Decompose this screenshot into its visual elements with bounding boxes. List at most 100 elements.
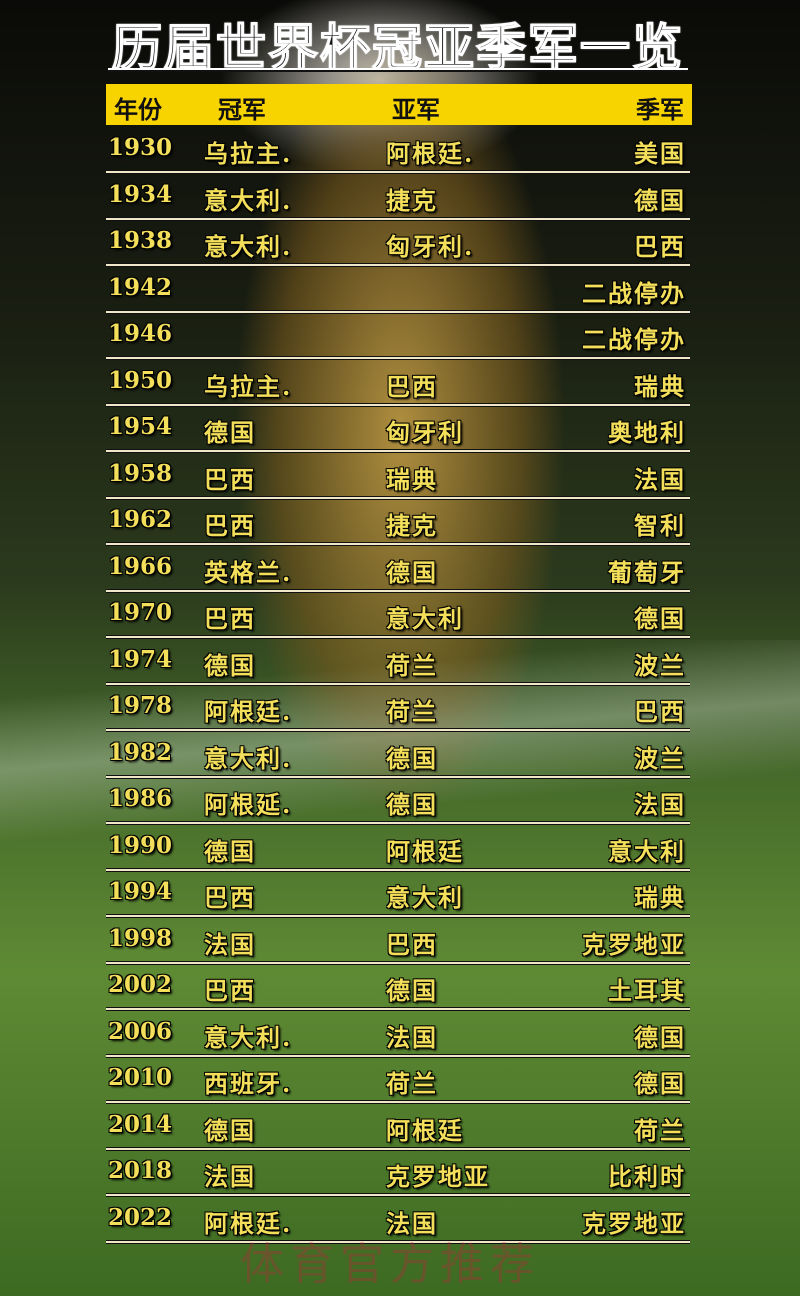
runner-up-cell: 荷兰 [386,650,438,680]
row-divider [106,1239,690,1244]
year-cell: 1986 [108,785,173,812]
row-divider [106,1146,690,1151]
table-row: 1958 巴西 瑞典 法国 [106,454,690,500]
champion-cell: 德国 [204,1115,256,1145]
champion-cell: 英格兰. [204,557,293,587]
third-cell: 德国 [634,1022,686,1052]
third-cell: 波兰 [634,743,686,773]
year-cell: 2010 [108,1064,173,1091]
row-divider [106,1053,690,1058]
champion-cell: 意大利. [204,743,293,773]
year-cell: 1930 [108,134,173,161]
runner-up-cell: 阿根廷. [386,139,475,168]
row-divider [106,588,690,593]
champion-cell: 意大利. [204,185,293,215]
third-cell: 意大利 [608,836,686,866]
table-header: 年份 冠军 亚军 季军 [106,84,692,125]
champion-cell: 乌拉主. [204,371,293,401]
table-row: 1974 德国 荷兰 波兰 [106,640,690,686]
row-divider [106,542,690,546]
runner-up-cell: 匈牙利. [386,232,475,261]
table-row: 1954 德国 匈牙利 奥地利 [106,407,690,453]
table-row: 1966 英格兰. 德国 葡萄牙 [106,547,690,593]
year-cell: 1966 [108,552,173,580]
third-cell: 智利 [634,511,686,540]
third-cell: 德国 [634,604,686,633]
runner-up-cell: 德国 [386,557,438,587]
third-cell: 克罗地亚 [582,1208,686,1238]
champion-cell: 法国 [204,1162,256,1191]
champion-cell: 巴西 [204,883,256,912]
third-cell: 比利时 [608,1162,686,1191]
champion-cell: 西班牙. [204,1069,293,1098]
year-cell: 2022 [108,1203,173,1231]
runner-up-cell: 匈牙利 [386,418,464,447]
year-cell: 1958 [108,459,173,487]
table-row: 2010 西班牙. 荷兰 德国 [106,1058,690,1104]
year-cell: 2002 [108,971,173,998]
row-divider [106,774,690,779]
runner-up-cell: 意大利 [386,604,464,633]
table-row: 1938 意大利. 匈牙利. 巴西 [106,221,690,267]
champion-cell: 阿根廷. [204,1208,293,1238]
year-cell: 1934 [108,180,173,208]
row-divider [106,635,690,639]
year-cell: 2014 [108,1110,173,1138]
row-divider [106,1100,690,1104]
champion-cell: 德国 [204,836,256,866]
table-row: 1998 法国 巴西 克罗地亚 [106,919,690,965]
champion-cell: 巴西 [204,604,256,633]
third-cell: 瑞典 [634,883,686,912]
runner-up-cell: 捷克 [386,185,438,215]
table-row: 1950 乌拉主. 巴西 瑞典 [106,361,690,407]
champion-cell: 法国 [204,929,256,959]
table-row: 1982 意大利. 德国 波兰 [106,733,690,779]
third-cell: 葡萄牙 [608,557,686,587]
header-third: 季军 [636,95,684,124]
row-divider [106,309,690,314]
header-champion: 冠军 [218,95,266,124]
year-cell: 1942 [108,273,173,301]
third-cell: 奥地利 [608,418,686,447]
table-row: 2014 德国 阿根廷 荷兰 [106,1105,690,1151]
table-row: 1942 二战停办 [106,268,690,314]
runner-up-cell: 荷兰 [386,697,438,726]
row-divider [106,449,690,453]
champion-cell: 德国 [204,650,256,680]
third-cell: 土耳其 [608,976,686,1005]
year-cell: 1946 [108,320,173,347]
champion-cell: 德国 [204,418,256,447]
year-cell: 1982 [108,738,173,766]
third-cell: 法国 [634,790,686,819]
row-divider [106,263,690,267]
row-divider [106,728,690,732]
year-cell: 1990 [108,831,173,859]
year-cell: 2018 [108,1157,173,1184]
year-cell: 1994 [108,878,173,905]
table-row: 2006 意大利. 法国 德国 [106,1012,690,1058]
table-row: 2022 阿根廷. 法国 克罗地亚 [106,1198,690,1244]
header-runner-up: 亚军 [392,95,440,124]
year-cell: 1938 [108,227,173,254]
runner-up-cell: 巴西 [386,929,438,959]
table-row: 1994 巴西 意大利 瑞典 [106,872,690,918]
header-year: 年份 [114,95,162,124]
row-divider [106,681,690,686]
table-row: 1934 意大利. 捷克 德国 [106,175,690,221]
row-divider [106,216,690,221]
champion-cell: 阿根延. [204,790,293,819]
row-divider [106,356,690,360]
third-cell: 二战停办 [582,325,686,354]
title-divider [108,68,688,72]
row-divider [106,1193,690,1197]
third-cell: 美国 [634,139,686,168]
watermark: 体育官方推荐 [240,1239,540,1290]
third-cell: 克罗地亚 [582,929,686,959]
runner-up-cell: 巴西 [386,371,438,401]
year-cell: 1962 [108,506,173,533]
runner-up-cell: 德国 [386,743,438,773]
year-cell: 1950 [108,366,173,394]
third-cell: 法国 [634,464,686,494]
champion-cell: 阿根廷. [204,697,293,726]
row-divider [106,495,690,500]
